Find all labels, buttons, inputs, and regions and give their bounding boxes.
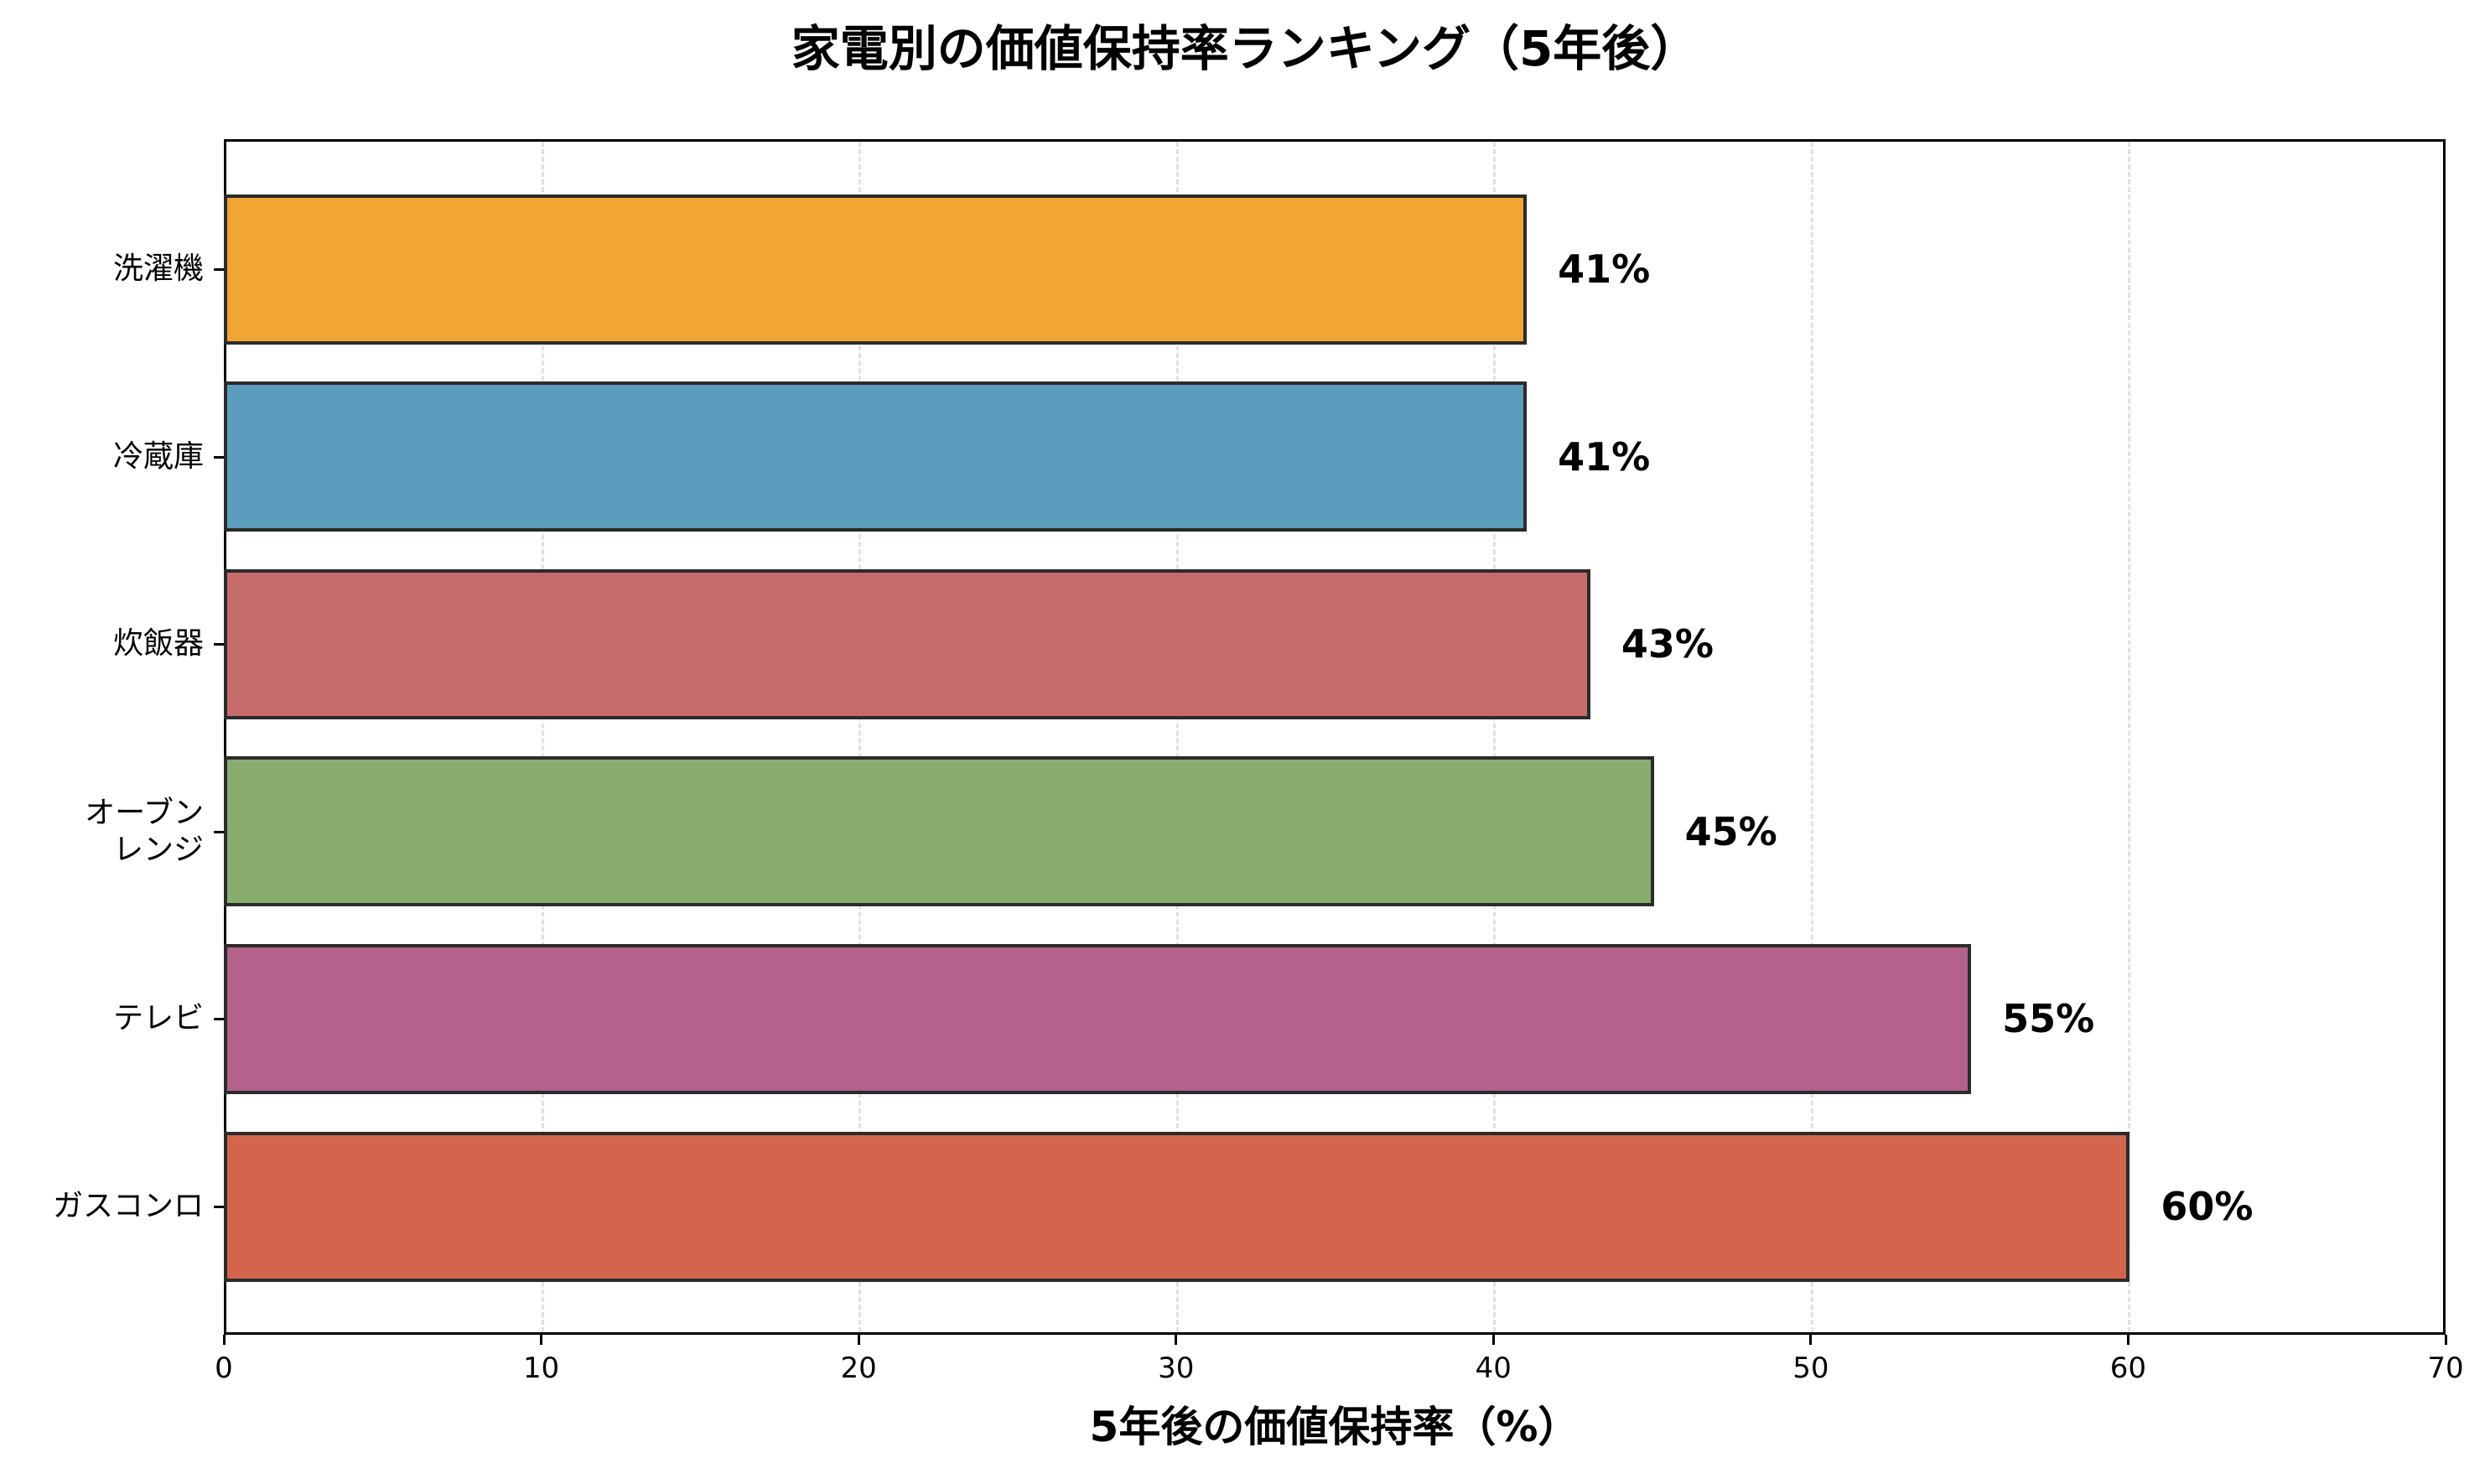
x-tick-label: 50 — [1792, 1352, 1829, 1385]
bar — [224, 1131, 2130, 1282]
x-tick-label: 70 — [2427, 1352, 2464, 1385]
x-tick-label: 10 — [522, 1352, 560, 1385]
value-label: 43% — [1621, 621, 1714, 667]
gridline — [541, 142, 544, 1332]
y-tick-label: 炊飯器 — [112, 626, 204, 662]
gridline — [859, 142, 862, 1332]
bar — [224, 568, 1590, 719]
y-tick — [214, 1206, 224, 1208]
y-tick — [214, 1018, 224, 1021]
bar — [224, 756, 1654, 907]
y-tick — [214, 830, 224, 833]
x-tick-label: 60 — [2109, 1352, 2147, 1385]
x-tick — [857, 1335, 860, 1345]
x-tick — [2126, 1335, 2129, 1345]
x-tick-label: 40 — [1475, 1352, 1512, 1385]
x-axis-title: 5年後の価値保持率（%） — [1089, 1403, 1580, 1451]
x-tick — [1809, 1335, 1813, 1345]
y-tick-label: ガスコンロ — [52, 1189, 204, 1223]
x-tick — [1491, 1335, 1495, 1345]
y-tick — [214, 268, 224, 271]
value-label: 45% — [1684, 808, 1777, 854]
value-label: 41% — [1558, 433, 1651, 480]
value-label: 41% — [1558, 246, 1651, 292]
bar — [224, 194, 1528, 345]
y-tick — [214, 455, 224, 459]
x-tick — [222, 1335, 226, 1345]
y-tick-label: 洗濯機 — [112, 252, 204, 286]
value-label: 60% — [2161, 1184, 2254, 1229]
y-tick-label: 冷蔵庫 — [112, 438, 204, 474]
gridline — [1810, 142, 1813, 1332]
y-tick-label: テレビ — [112, 1001, 204, 1036]
x-tick-label: 0 — [215, 1352, 233, 1385]
bar — [224, 943, 1972, 1094]
y-tick-label: オーブン レンジ — [85, 795, 204, 867]
y-tick — [214, 643, 224, 646]
gridline — [2128, 142, 2131, 1332]
x-tick — [540, 1335, 543, 1345]
chart-title: 家電別の価値保持率ランキング（5年後） — [791, 20, 1699, 77]
gridline — [1493, 142, 1497, 1332]
x-tick — [2444, 1335, 2447, 1345]
value-label: 55% — [2002, 996, 2095, 1042]
x-tick — [1175, 1335, 1178, 1345]
x-tick-label: 30 — [1158, 1352, 1195, 1385]
plot-area: 41% 41% 43% 45% 55% 60% — [224, 139, 2446, 1335]
gridline — [1175, 142, 1179, 1332]
x-tick-label: 20 — [840, 1352, 877, 1385]
bar — [224, 381, 1528, 532]
